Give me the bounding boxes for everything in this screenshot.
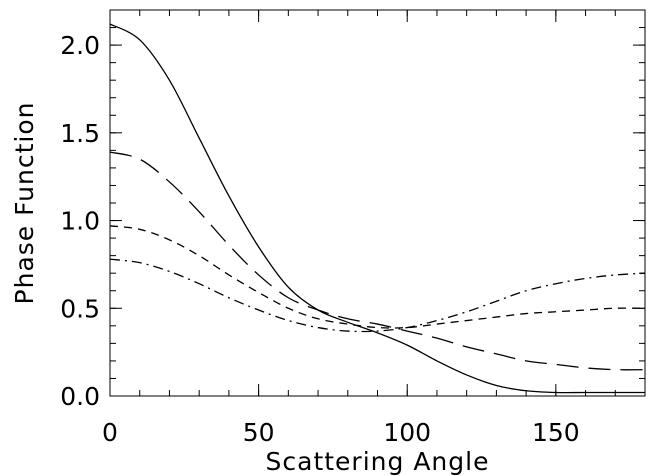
x-axis-label: Scattering Angle — [266, 447, 490, 476]
x-tick-label: 150 — [532, 418, 580, 447]
x-tick-label: 50 — [243, 418, 275, 447]
y-tick-label: 1.5 — [60, 119, 100, 148]
x-tick-label: 0 — [102, 418, 118, 447]
y-axis-label: Phase Function — [10, 102, 39, 305]
y-tick-label: 1.0 — [60, 207, 100, 236]
series-line-solid — [109, 23, 645, 394]
y-tick-label: 0.5 — [60, 294, 100, 323]
x-tick-label: 100 — [383, 418, 431, 447]
series-lines — [109, 23, 646, 394]
y-tick-label: 2.0 — [60, 31, 100, 60]
y-tick-label: 0.0 — [60, 382, 100, 411]
major-ticks — [109, 10, 645, 397]
x-tick-labels: 0 50 100 150 — [102, 418, 580, 447]
y-tick-labels: 0.0 0.5 1.0 1.5 2.0 — [60, 31, 100, 411]
series-line-dash-dot — [109, 258, 646, 333]
series-line-long-dash — [109, 151, 646, 371]
series-line-short-dash — [109, 225, 646, 329]
